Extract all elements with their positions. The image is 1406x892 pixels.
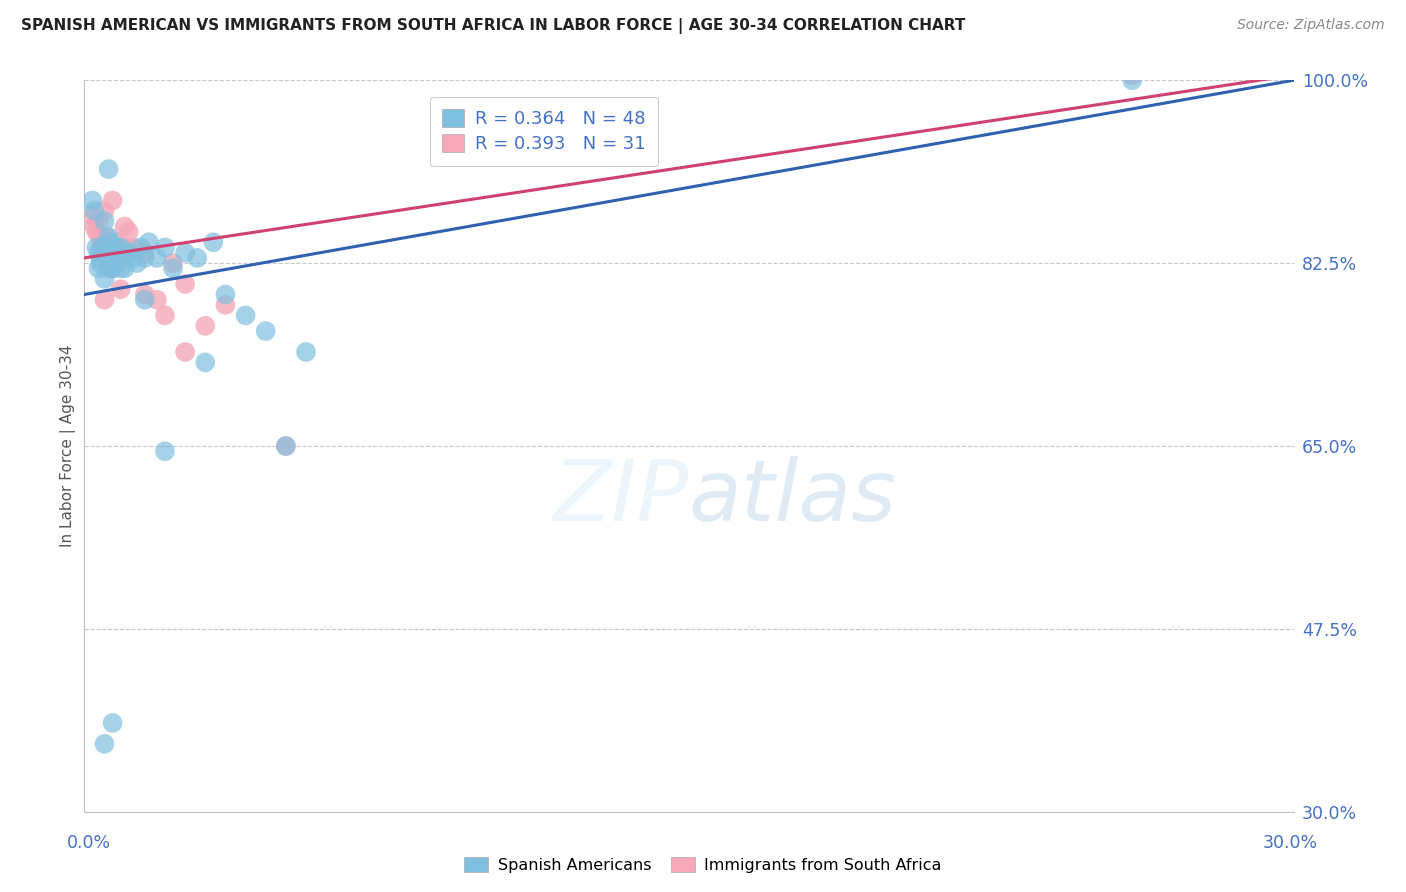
Point (153, 309, 176, 323)
Point (101, 194, 124, 208)
Text: SPANISH AMERICAN VS IMMIGRANTS FROM SOUTH AFRICA IN LABOR FORCE | AGE 30-34 CORR: SPANISH AMERICAN VS IMMIGRANTS FROM SOUT… (21, 18, 966, 34)
Point (134, 245, 156, 260)
Point (254, 324, 277, 338)
Point (86, 240, 108, 254)
Legend: R = 0.364   N = 48, R = 0.393   N = 31: R = 0.364 N = 48, R = 0.393 N = 31 (430, 96, 658, 166)
Point (1121, 73, 1143, 87)
Point (82, 194, 104, 208)
Point (89, 230, 111, 244)
Text: atlas: atlas (689, 456, 897, 539)
Point (101, 261, 124, 276)
Point (104, 251, 127, 265)
Point (93, 272, 115, 286)
Point (110, 240, 132, 254)
Point (96, 230, 118, 244)
Point (295, 345, 318, 359)
Point (110, 282, 132, 296)
Text: 30.0%: 30.0% (1263, 834, 1319, 852)
Point (153, 240, 176, 254)
Point (235, 309, 257, 323)
Point (100, 235, 122, 250)
Point (162, 256, 184, 270)
Point (114, 240, 136, 254)
Point (93, 737, 115, 751)
Point (82, 209, 104, 223)
Point (105, 256, 128, 270)
Point (121, 251, 143, 265)
Point (83, 203, 105, 218)
Legend: Spanish Americans, Immigrants from South Africa: Spanish Americans, Immigrants from South… (458, 851, 948, 880)
Point (87, 261, 110, 276)
Point (97, 162, 120, 177)
Point (97, 230, 120, 244)
Point (114, 219, 136, 234)
Point (129, 240, 152, 254)
Point (274, 439, 297, 453)
Point (93, 293, 115, 307)
Text: Source: ZipAtlas.com: Source: ZipAtlas.com (1237, 18, 1385, 32)
Point (104, 235, 127, 250)
Text: ZIP: ZIP (553, 456, 689, 539)
Point (89, 251, 111, 265)
Point (194, 318, 217, 333)
Point (93, 214, 115, 228)
Point (214, 287, 236, 301)
Point (101, 715, 124, 730)
Point (101, 261, 124, 276)
Point (118, 245, 141, 260)
Point (97, 261, 120, 276)
Point (114, 261, 136, 276)
Point (87, 214, 110, 228)
Point (107, 245, 129, 260)
Point (91, 240, 114, 254)
Point (96, 245, 118, 260)
Point (114, 245, 136, 260)
Point (89, 256, 111, 270)
Point (134, 251, 156, 265)
Point (91, 245, 114, 260)
Point (162, 261, 184, 276)
Point (194, 355, 217, 369)
Point (274, 439, 297, 453)
Point (105, 245, 128, 260)
Point (146, 251, 169, 265)
Point (146, 293, 169, 307)
Point (87, 245, 110, 260)
Point (89, 240, 111, 254)
Point (97, 256, 120, 270)
Point (134, 293, 156, 307)
Point (214, 298, 236, 312)
Point (186, 251, 208, 265)
Point (1121, 68, 1143, 82)
Point (105, 240, 128, 254)
Point (121, 240, 143, 254)
Point (86, 225, 108, 239)
Point (118, 225, 141, 239)
Point (83, 219, 105, 234)
Y-axis label: In Labor Force | Age 30-34: In Labor Force | Age 30-34 (60, 344, 76, 548)
Point (110, 261, 132, 276)
Point (93, 203, 115, 218)
Point (138, 235, 160, 250)
Point (134, 287, 156, 301)
Point (202, 235, 225, 250)
Point (153, 444, 176, 458)
Point (174, 277, 197, 291)
Point (174, 245, 197, 260)
Text: 0.0%: 0.0% (66, 834, 111, 852)
Point (174, 345, 197, 359)
Point (101, 251, 124, 265)
Point (125, 256, 148, 270)
